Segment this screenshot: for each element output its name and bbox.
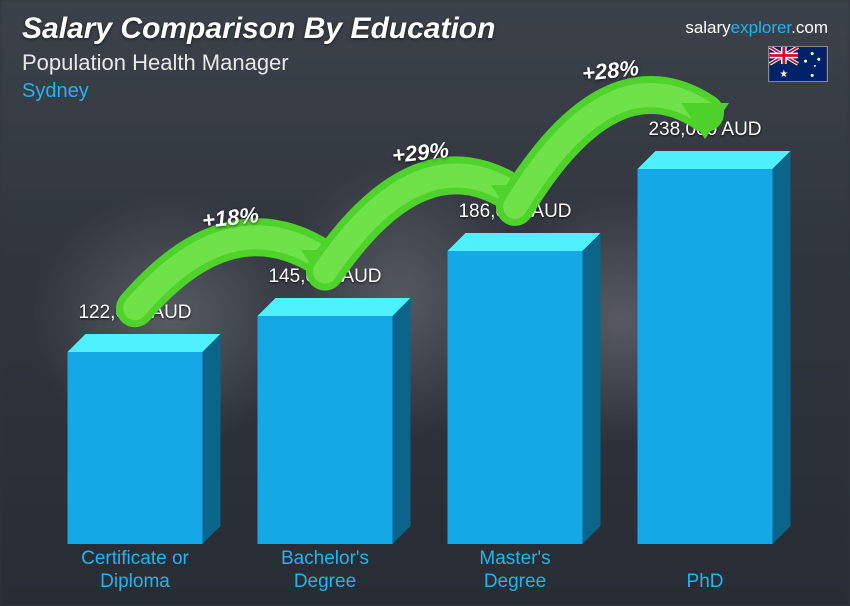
category-label: Certificate orDiploma [50, 548, 220, 594]
brand-prefix: salary [685, 18, 730, 37]
brand-logo: salaryexplorer.com [685, 18, 828, 38]
bar-side-face [583, 233, 601, 544]
bar-side-face [203, 334, 221, 544]
bar-front-face [258, 316, 393, 544]
category-label: Bachelor'sDegree [240, 548, 410, 594]
brand-accent: explorer [731, 18, 791, 37]
bar-side-face [773, 151, 791, 544]
chart-subtitle: Population Health Manager [22, 50, 289, 76]
chart-title: Salary Comparison By Education [22, 12, 495, 46]
bar-side-face [393, 298, 411, 544]
bar [68, 334, 203, 544]
percent-increase-label: +18% [201, 202, 260, 234]
category-label: PhD [620, 571, 790, 594]
chart-location: Sydney [22, 80, 89, 103]
brand-suffix: .com [791, 18, 828, 37]
australia-flag-icon [768, 46, 828, 82]
bar-front-face [68, 352, 203, 544]
category-label: Master'sDegree [430, 548, 600, 594]
